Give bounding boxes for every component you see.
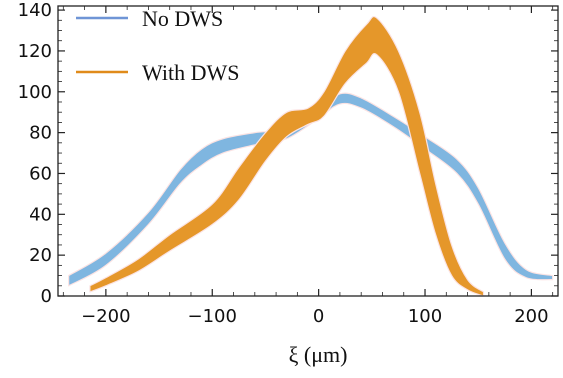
y-tick-label: 80 — [29, 123, 52, 144]
y-tick-label: 20 — [29, 245, 52, 266]
y-tick-label: 60 — [29, 163, 52, 184]
legend-label-no-dws: No DWS — [142, 6, 223, 31]
y-tick-label: 0 — [41, 286, 52, 307]
x-tick-label: −200 — [81, 306, 130, 327]
y-tick-label: 40 — [29, 204, 52, 225]
x-tick-label: 200 — [514, 306, 548, 327]
series-band-no-dws — [68, 92, 554, 287]
x-tick-label: 100 — [408, 306, 442, 327]
series-band-with-dws — [89, 15, 485, 297]
y-tick-label: 140 — [18, 0, 52, 21]
axis-ticks: −200 −100 0 100 200 0 20 40 60 80 100 120 140 — [18, 0, 558, 327]
x-axis-title: ξ (μm) — [289, 342, 348, 367]
legend-label-with-dws: With DWS — [142, 60, 240, 85]
x-tick-label: 0 — [313, 306, 324, 327]
x-tick-label: −100 — [188, 306, 237, 327]
y-tick-label: 120 — [18, 41, 52, 62]
legend: No DWS With DWS — [76, 6, 240, 85]
plot-bands — [68, 15, 554, 297]
plot-frame — [57, 5, 559, 297]
y-tick-label: 100 — [18, 82, 52, 103]
